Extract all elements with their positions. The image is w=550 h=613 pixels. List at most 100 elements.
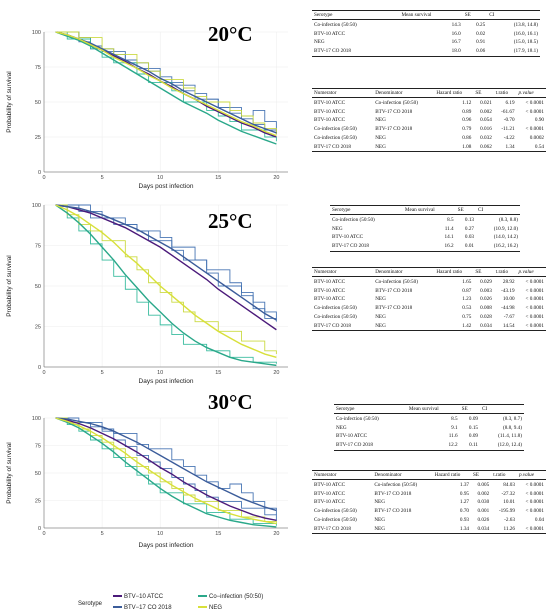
table-cell: NEG bbox=[372, 524, 433, 535]
table-cell: 0.008 bbox=[480, 305, 492, 312]
table-cell: NEG bbox=[375, 117, 386, 124]
table-cell: NEG bbox=[374, 516, 385, 523]
table-cell: -44.98 bbox=[501, 305, 515, 312]
table-row: NEG 9.1 0.15 (8.8, 9.4) bbox=[334, 423, 524, 432]
table-header-ci: CI bbox=[480, 403, 524, 415]
plot-20c: 0 5 10 15 20 0 25 50 75 100 Days post infection Pro… bbox=[6, 30, 288, 190]
table-cell: (8.3, 8.8) bbox=[498, 216, 518, 223]
table-row: BTV-10 ATCC NEG 1.23 0.026 10.00 < 0.0001 bbox=[312, 295, 546, 304]
table-cell: (12.0, 12.4) bbox=[480, 440, 524, 451]
step-line-btv-17-co-2018 bbox=[55, 417, 277, 515]
y-tick-label: 25 bbox=[35, 325, 41, 331]
table-cell: NEG bbox=[336, 424, 347, 431]
x-tick-label: 15 bbox=[215, 175, 221, 181]
table-cell: Co-infection (50:50) bbox=[375, 278, 418, 285]
step-line-co-infection-50-50 bbox=[55, 417, 277, 526]
table-cell: 0.01 bbox=[455, 241, 476, 252]
table-cell: (8.8, 9.4) bbox=[502, 424, 522, 431]
table-cell: -2.63 bbox=[504, 516, 515, 523]
legend-label-btv10: BTV−10 ATCC bbox=[124, 594, 164, 600]
table-row: BTV-17 CO 2018 NEG 1.08 0.062 1.34 0.54 bbox=[312, 142, 546, 153]
y-tick-label: 25 bbox=[35, 135, 41, 141]
table-row: BTV-17 CO 2018 12.2 0.11 (12.0, 12.4) bbox=[334, 440, 524, 451]
table-header-denominator: Denominator bbox=[372, 469, 433, 481]
legend-item-neg: NEG bbox=[198, 605, 222, 611]
table-cell: 0.054 bbox=[480, 117, 492, 124]
table-row: BTV-10 ATCC 14.1 0.03 (14.0, 14.2) bbox=[330, 233, 520, 242]
table-cell: BTV-10 ATCC bbox=[314, 30, 346, 37]
x-axis-label: Days post infection bbox=[139, 542, 194, 549]
x-tick-label: 15 bbox=[215, 370, 221, 376]
x-axis-label: Days post infection bbox=[139, 183, 194, 190]
table-row: BTV-10 ATCC Co-infection (50:50) 1.12 0.021… bbox=[312, 98, 546, 107]
table-row: BTV-17 CO 2018 18.0 0.06 (17.9, 18.1) bbox=[312, 46, 540, 57]
table-cell: 1.42 bbox=[434, 321, 474, 332]
table-cell: -195.99 bbox=[498, 508, 515, 515]
table-cell: Co-infection (50:50) bbox=[314, 134, 357, 141]
table-cell: NEG bbox=[375, 313, 386, 320]
table-cell: 0.09 bbox=[468, 415, 478, 422]
table-row: BTV-10 ATCC 16.0 0.02 (16.0, 16.1) bbox=[312, 29, 540, 38]
x-tick-label: 0 bbox=[42, 531, 45, 537]
x-tick-label: 0 bbox=[42, 370, 45, 376]
table-cell: (17.9, 18.1) bbox=[487, 46, 540, 57]
y-tick-label: 100 bbox=[32, 416, 41, 422]
table-header-serotype: Serotype bbox=[330, 204, 403, 216]
table-cell: 8.5 bbox=[451, 415, 458, 422]
table-cell: BTV-17 CO 2018 bbox=[312, 46, 400, 57]
table-cell: 1.08 bbox=[434, 142, 474, 153]
legend-swatch-neg bbox=[198, 606, 207, 609]
table-header-mean-survival: Mean survival bbox=[399, 9, 463, 21]
table-row: Co-infection (50:50) NEG 0.93 0.026 -2.63 0.0… bbox=[312, 516, 546, 525]
series-line-btv-10-atcc bbox=[55, 204, 277, 331]
table-cell: 0.016 bbox=[480, 126, 492, 133]
table-cell: 0.003 bbox=[480, 287, 492, 294]
y-tick-label: 75 bbox=[35, 65, 41, 71]
table-cell: (10.9, 12.0) bbox=[493, 225, 518, 232]
y-tick-label: 0 bbox=[38, 365, 41, 371]
survival-table-25c: Serotype Mean survival SE CI Co-infection (5… bbox=[330, 204, 520, 252]
table-row: BTV-10 ATCC 11.6 0.09 (11.4, 11.8) bbox=[334, 432, 524, 441]
table-row: Co-infection (50:50) BTV-17 CO 2018 0.70 0.… bbox=[312, 507, 546, 516]
y-tick-label: 100 bbox=[32, 203, 41, 209]
legend-title: Serotype bbox=[78, 601, 103, 607]
series-line-btv-17-co-2018 bbox=[55, 31, 277, 134]
y-axis-label: Probability of survival bbox=[6, 442, 13, 504]
table-cell: BTV-17 CO 2018 bbox=[374, 508, 412, 515]
table-header-se: SE bbox=[462, 9, 488, 21]
table-header-p-value: p.value bbox=[516, 266, 546, 278]
y-axis-label: Probability of survival bbox=[6, 255, 13, 317]
table-cell: 0.001 bbox=[477, 508, 490, 515]
mean-survival-table: Serotype Mean survival SE CI Co-infection (5… bbox=[330, 204, 520, 252]
legend-label-coinfection: Co−infection (50:50) bbox=[209, 594, 264, 600]
table-cell: 11.4 bbox=[444, 225, 454, 232]
table-cell: BTV-10 ATCC bbox=[332, 234, 364, 241]
table-header-ci: CI bbox=[487, 9, 540, 21]
y-tick-label: 50 bbox=[35, 284, 41, 290]
table-cell: < 0.0001 bbox=[525, 287, 545, 294]
temperature-label-30c: 30°C bbox=[208, 390, 253, 414]
table-cell: 0.15 bbox=[468, 424, 478, 431]
table-cell: 0.032 bbox=[480, 134, 492, 141]
table-cell: BTV-17 CO 2018 bbox=[375, 305, 413, 312]
table-cell: 0.91 bbox=[476, 39, 486, 46]
table-cell: Co-infection (50:50) bbox=[375, 99, 418, 106]
x-tick-label: 5 bbox=[101, 175, 104, 181]
table-cell: 10.00 bbox=[502, 296, 515, 303]
table-cell: Co-infection (50:50) bbox=[314, 508, 357, 515]
x-axis-label: Days post infection bbox=[139, 378, 194, 385]
mean-survival-table: Serotype Mean survival SE CI Co-infection (5… bbox=[334, 403, 524, 451]
table-header-ci: CI bbox=[476, 204, 520, 216]
hazard-ratio-table: Numerator Denominator Hazard ratio SE t.rati… bbox=[312, 87, 546, 153]
table-cell: 0.028 bbox=[480, 313, 492, 320]
table-cell: BTV-17 CO 2018 bbox=[374, 490, 412, 497]
table-cell: NEG bbox=[373, 142, 435, 153]
table-cell: BTV-10 ATCC bbox=[314, 108, 346, 115]
table-cell: BTV-10 ATCC bbox=[314, 117, 346, 124]
x-tick-label: 10 bbox=[157, 531, 163, 537]
table-row: Co-infection (50:50) NEG 0.75 0.028 -7.67 < 0… bbox=[312, 313, 546, 322]
x-tick-label: 10 bbox=[157, 175, 163, 181]
x-tick-label: 0 bbox=[42, 175, 45, 181]
table-header-se: SE bbox=[473, 87, 494, 99]
table-cell: 16.2 bbox=[402, 241, 456, 252]
